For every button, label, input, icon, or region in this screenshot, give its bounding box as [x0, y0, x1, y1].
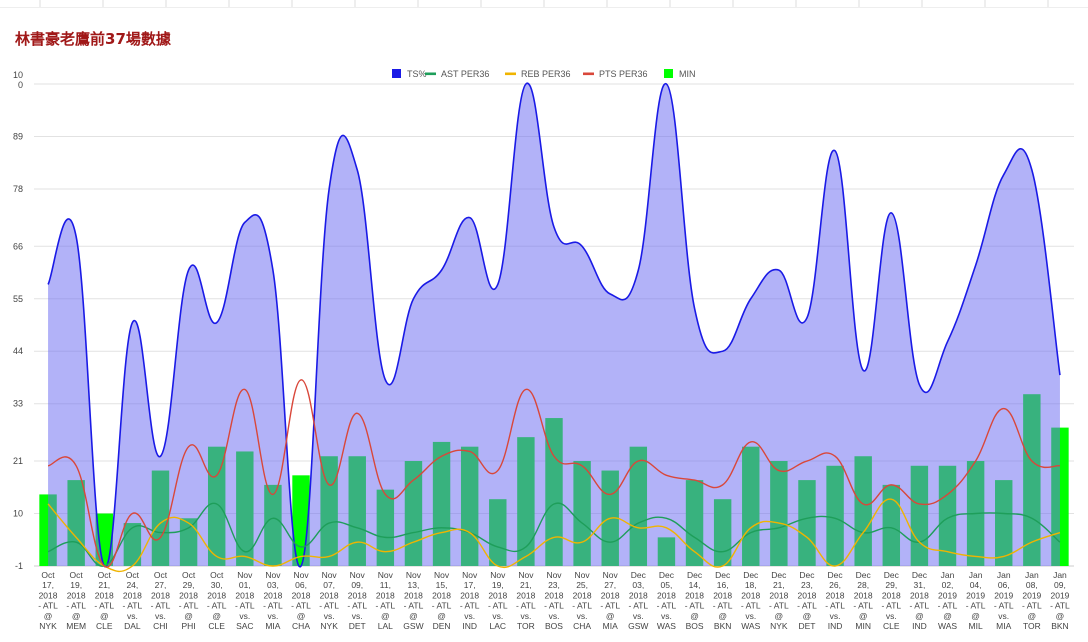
ts-area-fill [48, 83, 1060, 567]
ast-per36line [47, 502, 1061, 567]
legend: TS% AST PER36 REB PER36 PTS PER36 MIN [392, 69, 696, 79]
y-tick-label: 78 [13, 184, 23, 194]
x-tick-label: Dec 14, 2018- ATL @ BOS [685, 570, 705, 631]
x-tick-label: Nov 17, 2018- ATL vs. IND [460, 570, 480, 631]
x-tick-label: Jan 06, 2019- ATL vs. MIA [994, 570, 1014, 631]
x-tick-label: Jan 09, 2019- ATL @ BKN [1050, 570, 1070, 631]
x-tick-label: Dec 29, 2018- ATL vs. CLE [881, 570, 901, 631]
x-tick-label: Oct 29, 2018- ATL @ PHI [179, 570, 199, 631]
legend-swatch [583, 72, 594, 76]
x-tick-label: Nov 11, 2018- ATL @ LAL [376, 570, 396, 631]
x-tick-label: Dec 23, 2018- ATL @ DET [797, 570, 817, 631]
x-tick-label: Oct 21, 2018- ATL @ CLE [94, 570, 114, 631]
ts-line [47, 82, 1061, 568]
legend-label: AST PER36 [441, 69, 489, 79]
legend-label: MIN [679, 69, 696, 79]
x-tick-label: Nov 21, 2018- ATL vs. TOR [516, 570, 536, 631]
x-tick-label: Oct 24, 2018- ATL vs. DAL [123, 570, 143, 631]
x-tick-label: Oct 30, 2018- ATL @ CLE [207, 570, 227, 631]
x-tick-label: Dec 31, 2018- ATL @ IND [910, 570, 930, 631]
y-tick-label: 33 [13, 399, 23, 409]
y-tick-label: 10 0 [13, 70, 23, 90]
x-tick-label: Nov 15, 2018- ATL @ DEN [432, 570, 452, 631]
x-tick-label: Nov 13, 2018- ATL @ GSW [403, 570, 423, 631]
page-title: 林書豪老鷹前37場數據 [15, 30, 171, 48]
top-ruler-strip [0, 0, 1088, 8]
y-tick-label: -1 [15, 561, 23, 571]
y-tick-label: 21 [13, 456, 23, 466]
legend-item: REB PER36 [505, 69, 571, 79]
x-tick-label: Oct 27, 2018- ATL vs. CHI [151, 570, 171, 631]
legend-swatch [392, 69, 401, 78]
y-tick-label: 89 [13, 131, 23, 141]
y-tick-label: 66 [13, 241, 23, 251]
top-ruler [0, 0, 1088, 8]
x-tick-label: Dec 18, 2018- ATL vs. WAS [741, 570, 761, 631]
reb-per36line [47, 498, 1061, 573]
x-tick-label: Jan 02, 2019- ATL @ WAS [938, 570, 958, 631]
x-tick-label: Nov 23, 2018- ATL vs. BOS [544, 570, 564, 631]
x-tick-label: Nov 07, 2018- ATL vs. NYK [319, 570, 339, 631]
y-axis-ticks: -1 10 21 33 44 55 66 78 89 10 0 [13, 70, 23, 571]
legend-swatch [664, 69, 673, 78]
x-tick-label: Dec 05, 2018- ATL vs. WAS [657, 570, 677, 631]
x-tick-label: Nov 01, 2018- ATL vs. SAC [235, 570, 255, 631]
legend-label: TS% [407, 69, 427, 79]
y-tick-label: 55 [13, 294, 23, 304]
pts-per36line [47, 379, 1061, 568]
x-tick-label: Nov 19, 2018- ATL vs. LAC [488, 570, 508, 631]
x-tick-label: Dec 28, 2018- ATL @ MIN [853, 570, 873, 631]
stat-lines [47, 379, 1061, 573]
x-tick-label: Dec 26, 2018- ATL vs. IND [825, 570, 845, 631]
legend-item: PTS PER36 [583, 69, 648, 79]
x-tick-label: Nov 03, 2018- ATL vs. MIA [263, 570, 283, 631]
legend-label: PTS PER36 [599, 69, 648, 79]
x-tick-label: Oct 19, 2018- ATL @ MEM [66, 570, 86, 631]
x-tick-label: Jan 04, 2019- ATL @ MIL [966, 570, 986, 631]
y-tick-label: 10 [13, 509, 23, 519]
legend-item: MIN [664, 69, 696, 79]
x-tick-label: Dec 16, 2018- ATL @ BKN [713, 570, 733, 631]
x-axis-ticks: Oct 17, 2018- ATL @ NYK Oct 19, 2018- ATL @ MEM Oc… [38, 570, 1070, 631]
x-tick-label: Nov 06, 2018- ATL @ CHA [291, 570, 311, 631]
legend-label: REB PER36 [521, 69, 571, 79]
x-tick-label: Oct 17, 2018- ATL @ NYK [38, 570, 58, 631]
x-tick-label: Jan 08, 2019- ATL @ TOR [1022, 570, 1042, 631]
ts-area [47, 82, 1061, 568]
x-tick-label: Nov 09, 2018- ATL vs. DET [347, 570, 367, 631]
legend-swatch [425, 72, 436, 76]
y-tick-label: 44 [13, 346, 23, 356]
legend-item: AST PER36 [425, 69, 489, 79]
x-tick-label: Nov 25, 2018- ATL vs. CHA [572, 570, 592, 631]
legend-item: TS% [392, 69, 427, 79]
x-tick-label: Dec 21, 2018- ATL @ NYK [769, 570, 789, 631]
legend-swatch [505, 72, 516, 76]
x-tick-label: Dec 03, 2018- ATL vs. GSW [628, 570, 648, 631]
x-tick-label: Nov 27, 2018- ATL @ MIA [600, 570, 620, 631]
